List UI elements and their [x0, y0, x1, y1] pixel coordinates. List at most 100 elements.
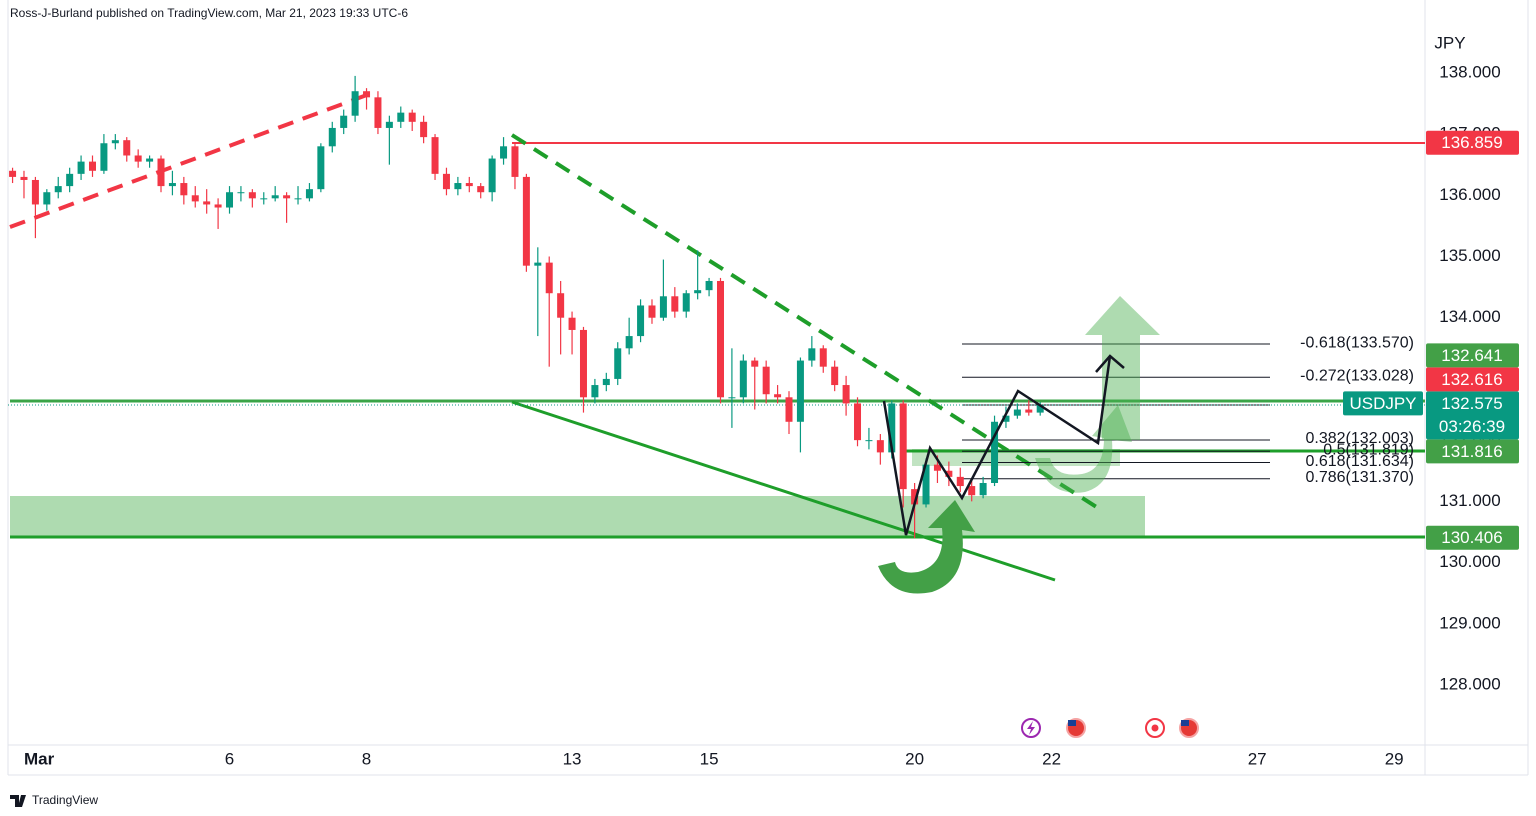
countdown: 03:26:39 [1439, 417, 1505, 436]
candle-body [237, 192, 245, 194]
event-icon [1181, 720, 1189, 726]
price-badge [1426, 525, 1519, 550]
price-badge-label: 131.816 [1441, 442, 1502, 461]
candle-body [351, 91, 359, 116]
candle-body [511, 146, 519, 177]
y-tick-label: 131.000 [1439, 491, 1500, 510]
candle-body [214, 204, 222, 208]
candle-body [945, 470, 953, 477]
price-badge [1426, 391, 1519, 440]
support-zone [10, 496, 1145, 537]
candle-body [591, 385, 599, 398]
candle-body [294, 198, 302, 200]
candle-body [751, 360, 759, 367]
x-tick-label: 6 [225, 749, 234, 768]
candle-body [739, 360, 747, 398]
candle-body [979, 482, 987, 496]
rising-trendline [9, 90, 376, 229]
candle-body [203, 201, 211, 205]
candle-body [260, 198, 268, 200]
drawings [878, 296, 1160, 594]
fib-label: -0.618(133.570) [1300, 334, 1414, 351]
candle-body [31, 179, 39, 205]
candle-body [397, 112, 405, 122]
candle-body [899, 403, 907, 490]
y-tick-label: 135.000 [1439, 246, 1500, 265]
candle-body [180, 183, 188, 196]
candle-body [956, 476, 964, 487]
candle-body [876, 440, 884, 453]
candle-body [762, 366, 770, 395]
x-tick-label: 8 [362, 749, 371, 768]
candle-body [363, 91, 371, 98]
candle-body [682, 293, 690, 312]
candle-body [716, 280, 724, 398]
x-tick-label: 22 [1042, 749, 1061, 768]
event-icon [1027, 721, 1035, 735]
lower-trendline [511, 400, 1056, 582]
candle-body [226, 192, 234, 208]
candle-body [248, 192, 256, 199]
footer: TradingView [32, 793, 98, 807]
projection-path [882, 355, 1112, 536]
candle-body [146, 158, 154, 162]
candle-body [842, 385, 850, 404]
y-tick-label: 138.000 [1439, 62, 1500, 81]
currency: JPY [1434, 33, 1465, 52]
price-badge [1426, 343, 1519, 368]
event-icon [1151, 724, 1159, 732]
candle-body [796, 360, 804, 422]
candle-body [785, 397, 793, 422]
candle-body [659, 296, 667, 318]
candle-body [911, 489, 919, 505]
curved-arrow [1035, 405, 1132, 493]
fib-label: -0.272(133.028) [1300, 367, 1414, 384]
candle-body [922, 464, 930, 505]
price-badge-label: 132.575 [1441, 394, 1502, 413]
candle-body [420, 121, 428, 138]
event-icon [1068, 720, 1076, 726]
price-badge-label: 132.641 [1441, 346, 1502, 365]
price-badge-label: 136.859 [1441, 133, 1502, 152]
fib-label: 0.618(131.634) [1305, 453, 1414, 470]
y-tick-label: 128.000 [1439, 674, 1500, 693]
candle-body [1002, 415, 1010, 422]
event-icons [1021, 718, 1199, 738]
candle-body [648, 305, 656, 318]
x-tick-label: 15 [700, 749, 719, 768]
price-badge [1426, 439, 1519, 464]
candle-body [305, 189, 313, 199]
candle-body [865, 440, 873, 442]
candle-body [991, 421, 999, 483]
candle-body [317, 146, 325, 190]
candle-body [774, 394, 782, 398]
candle-body [1036, 404, 1044, 413]
header: Ross-J-Burland published on TradingView.… [10, 6, 408, 20]
falling-trendline [510, 133, 1100, 510]
candle-body [431, 137, 439, 174]
candle-body [408, 112, 416, 122]
y-tick-label: 129.000 [1439, 613, 1500, 632]
candle-body [454, 183, 462, 190]
candle-body [100, 143, 108, 171]
candle-body [77, 161, 85, 174]
candle-body [705, 280, 713, 291]
candle-body [819, 348, 827, 367]
curved-arrow [878, 500, 975, 594]
candle-body [568, 317, 576, 330]
candle-body [888, 403, 896, 453]
symbol-badge-label: USDJPY [1349, 394, 1416, 413]
candle-body [488, 158, 496, 193]
candle-body [374, 97, 382, 128]
projection-arrowhead [1095, 354, 1125, 373]
candle-body [579, 329, 587, 398]
candle-body [614, 348, 622, 379]
candle-body [328, 127, 336, 147]
candle-body [168, 183, 176, 187]
price-badge [1426, 367, 1519, 392]
price-badge-label: 130.406 [1441, 528, 1502, 547]
fib-label: 0.786(131.370) [1305, 469, 1414, 486]
symbol-badge [1343, 391, 1423, 416]
y-tick-label: 134.000 [1439, 307, 1500, 326]
